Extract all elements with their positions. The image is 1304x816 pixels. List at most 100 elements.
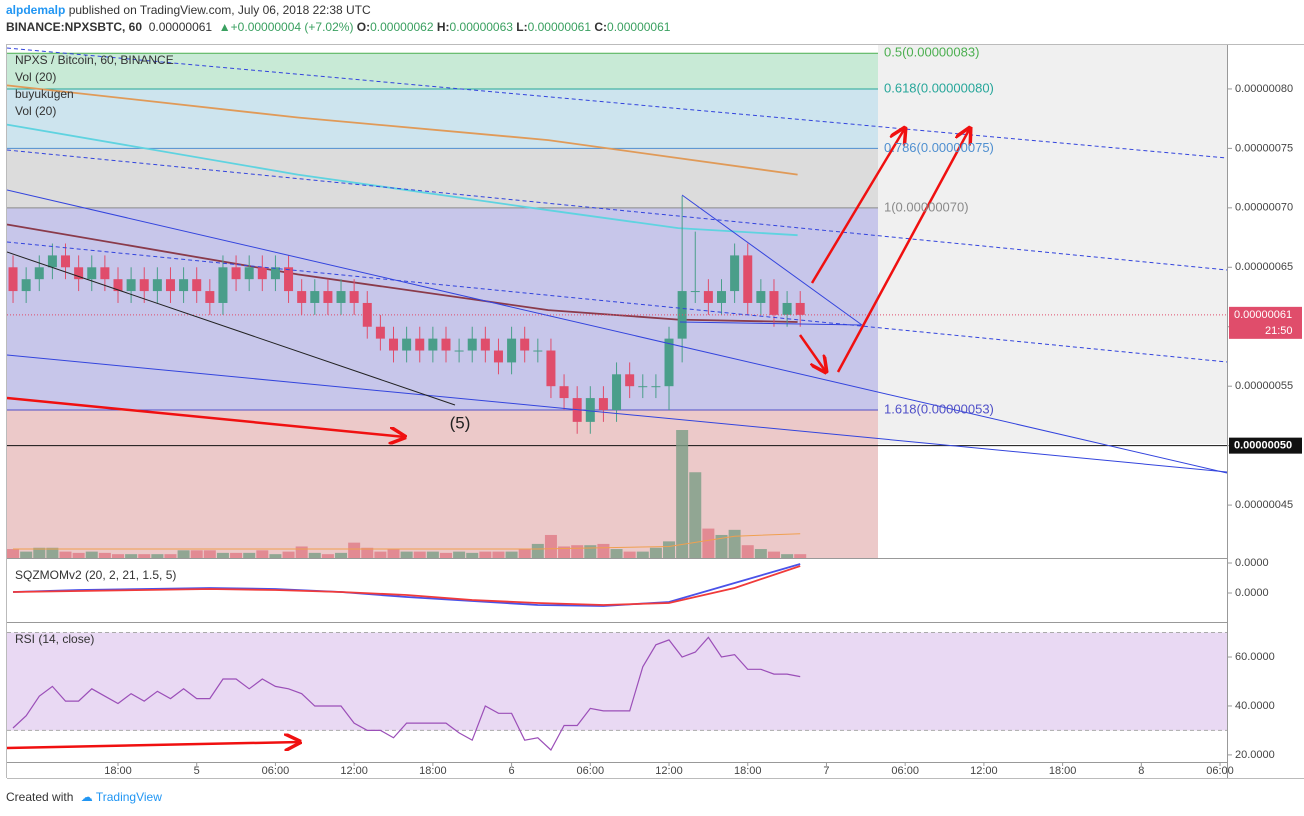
volume-bar	[374, 551, 387, 558]
fib-label: 0.786(0.00000075)	[884, 140, 994, 155]
y-tick-label: 0.0000	[1235, 587, 1269, 599]
volume-bar	[544, 534, 557, 558]
volume-bar	[676, 430, 689, 558]
candle-body	[690, 291, 700, 293]
y-tick-label: 0.00000065	[1235, 261, 1293, 273]
candle-body	[703, 291, 713, 303]
countdown: 21:50	[1265, 325, 1293, 337]
candle-body	[152, 279, 162, 292]
candle-body	[389, 338, 399, 351]
header: alpdemalp published on TradingView.com, …	[6, 2, 670, 36]
candle-body	[205, 291, 215, 303]
candle-body	[625, 374, 635, 387]
volume-bar	[164, 554, 177, 558]
candle-body	[585, 398, 595, 422]
volume-bar	[466, 552, 479, 558]
volume-bar	[151, 554, 164, 558]
volume-bar	[295, 546, 308, 558]
trend-line	[679, 321, 863, 326]
volume-bar	[348, 542, 361, 558]
candle-body	[664, 338, 674, 387]
x-tick-label: 12:00	[970, 765, 998, 777]
candle-body	[559, 386, 569, 399]
x-tick-label: 7	[823, 765, 829, 777]
x-tick-label: 5	[194, 765, 200, 777]
candle-body	[402, 338, 412, 351]
fib-zone	[7, 88, 878, 149]
volume-bar	[649, 547, 662, 558]
candle-body	[74, 267, 84, 280]
brand[interactable]: TradingView	[95, 790, 162, 804]
volume-bar	[33, 547, 46, 558]
candle-body	[179, 279, 189, 292]
publish-line: alpdemalp published on TradingView.com, …	[6, 2, 670, 19]
fib-label: 1(0.00000070)	[884, 199, 969, 214]
candle-body	[651, 386, 661, 388]
volume-bar	[125, 554, 138, 558]
volume-bar	[177, 550, 190, 558]
pane-title: SQZMOMv2 (20, 2, 21, 1.5, 5)	[15, 568, 176, 582]
price: 0.00000061	[148, 20, 213, 34]
volume-bar	[571, 545, 584, 558]
candle-body	[165, 279, 175, 292]
volume-bar	[689, 472, 702, 558]
candle-body	[336, 291, 346, 303]
ohlc-value: 0.00000061	[607, 20, 671, 34]
candle-body	[192, 279, 202, 292]
candle-body	[139, 279, 149, 292]
volume-bar	[190, 550, 203, 558]
y-tick-label: 0.0000	[1235, 557, 1269, 569]
fib-label: 0.618(0.00000080)	[884, 80, 994, 95]
ohlc-key: H:	[436, 20, 450, 34]
wave-label: (5)	[450, 413, 471, 432]
volume-bar	[59, 551, 72, 558]
volume-bar	[46, 547, 59, 558]
arrow	[798, 334, 826, 372]
candle-body	[546, 350, 556, 387]
volume-bar	[518, 549, 531, 558]
y-tick-label: 20.0000	[1235, 749, 1275, 761]
trend-line	[7, 189, 1227, 474]
candle-body	[730, 255, 740, 292]
volume-bar	[269, 554, 282, 558]
moving-average	[6, 223, 798, 323]
candle-body	[520, 338, 530, 351]
volume-ma	[13, 533, 801, 550]
volume-bar	[282, 551, 295, 558]
fib-zone	[7, 148, 878, 208]
fib-zone	[7, 53, 878, 89]
y-tick-label: 0.00000080	[1235, 83, 1293, 95]
candle-body	[769, 291, 779, 315]
y-tick-label: 0.00000045	[1235, 499, 1293, 511]
volume-bar	[413, 551, 426, 558]
price-box	[1229, 306, 1302, 339]
candle-body	[87, 267, 97, 280]
candle-body	[716, 291, 726, 303]
volume-bar	[308, 552, 321, 558]
y-tick-label: 0.00000055	[1235, 380, 1293, 392]
symbol: BINANCE:NPXSBTC, 60	[6, 20, 143, 34]
candle-body	[270, 267, 280, 280]
candle-body	[34, 267, 44, 280]
candle-body	[375, 326, 385, 339]
candle-body	[244, 267, 254, 280]
x-tick-label: 6	[509, 765, 515, 777]
candle-body	[100, 267, 110, 280]
x-tick-label: 06:00	[577, 765, 605, 777]
candle-body	[310, 291, 320, 303]
volume-bar	[715, 534, 728, 558]
volume-bar	[400, 551, 413, 558]
candle-body	[467, 338, 477, 351]
author[interactable]: alpdemalp	[6, 3, 66, 17]
published: published on TradingView.com, July 06, 2…	[68, 3, 371, 17]
ohlc-value: 0.00000061	[527, 20, 592, 34]
candle-body	[8, 267, 18, 292]
legend-entry: NPXS / Bitcoin, 60, BINANCE	[15, 53, 174, 67]
channel-line	[7, 241, 1227, 363]
x-tick-label: 12:00	[655, 765, 683, 777]
volume-bar	[335, 552, 348, 558]
volume-bar	[781, 554, 794, 558]
x-tick-label: 06:00	[1206, 765, 1234, 777]
candle-body	[756, 291, 766, 303]
candle-body	[323, 291, 333, 303]
